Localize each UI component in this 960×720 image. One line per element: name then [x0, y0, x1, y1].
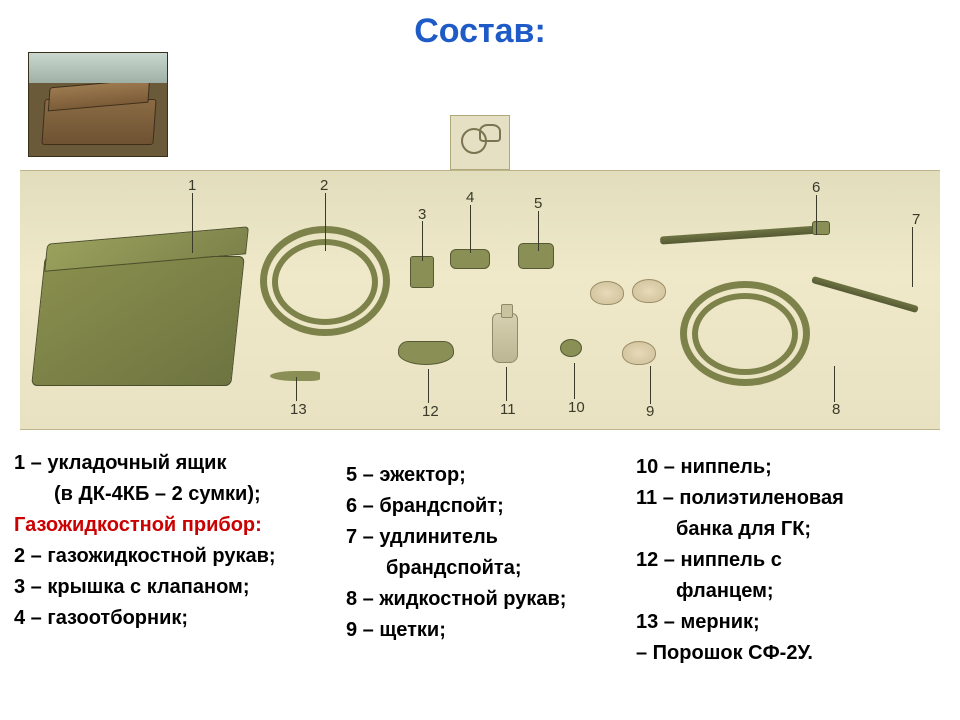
diagram-label-13: 13 [290, 401, 307, 418]
legend-10: 10 – ниппель; [636, 456, 772, 478]
diagram-label-7: 7 [912, 211, 920, 228]
part-hose-8b [692, 293, 798, 375]
legend-1: 1 – укладочный ящик [14, 452, 226, 474]
leader-line [192, 193, 193, 253]
diagram-label-5: 5 [534, 195, 542, 212]
leader-line [470, 205, 471, 253]
legend-14: – Порошок СФ-2У. [636, 642, 813, 664]
part-brush-9a [590, 281, 624, 305]
legend-7: 7 – удлинитель [346, 526, 498, 548]
diagram-label-6: 6 [812, 179, 820, 196]
diagram-label-10: 10 [568, 399, 585, 416]
leader-line [296, 377, 297, 401]
legend-col-2: 5 – эжектор; 6 – брандспойт; 7 – удлинит… [346, 460, 626, 646]
legend-8: 8 – жидкостной рукав; [346, 588, 566, 610]
leader-line [428, 369, 429, 403]
page-title: Состав: [0, 12, 960, 51]
legend-col-1: 1 – укладочный ящик (в ДК-4КБ – 2 сумки)… [14, 448, 334, 634]
leader-line [538, 211, 539, 251]
leader-line [325, 193, 326, 251]
legend-9: 9 – щетки; [346, 619, 446, 641]
part-10 [560, 339, 582, 357]
legend-5: 5 – эжектор; [346, 464, 466, 486]
legend-11: 11 – полиэтиленовая [636, 487, 844, 509]
legend-6: 6 – брандспойт; [346, 495, 504, 517]
part-crate [31, 256, 245, 386]
legend-1b: (в ДК-4КБ – 2 сумки); [14, 479, 261, 510]
diagram-label-9: 9 [646, 403, 654, 420]
part-hose-2b [272, 239, 378, 325]
leader-line [506, 367, 507, 401]
part-7 [811, 276, 919, 313]
legend-heading-red: Газожидкостной прибор: [14, 514, 262, 536]
diagram-label-4: 4 [466, 189, 474, 206]
leader-line [834, 366, 835, 402]
diagram-label-1: 1 [188, 177, 196, 194]
diagram-label-8: 8 [832, 401, 840, 418]
legend-7b: брандспойта; [346, 553, 522, 584]
leader-line [574, 363, 575, 399]
leader-line [422, 221, 423, 261]
part-6-nozzle [812, 221, 830, 235]
part-13 [270, 371, 320, 381]
legend-col-3: 10 – ниппель; 11 – полиэтиленовая банка … [636, 452, 946, 669]
inset-detail [450, 115, 510, 170]
part-5 [518, 243, 554, 269]
leader-line [650, 366, 651, 404]
legend-2: 2 – газожидкостной рукав; [14, 545, 276, 567]
legend-3: 3 – крышка с клапаном; [14, 576, 249, 598]
legend-4: 4 – газоотборник; [14, 607, 188, 629]
diagram-label-12: 12 [422, 403, 439, 420]
legend-12b: фланцем; [636, 576, 774, 607]
legend-12: 12 – ниппель с [636, 549, 782, 571]
legend-13: 13 – мерник; [636, 611, 760, 633]
components-diagram: 12345678910111213 [20, 170, 940, 430]
part-6 [660, 225, 820, 244]
part-brush-9b [632, 279, 666, 303]
legend-11b: банка для ГК; [636, 514, 811, 545]
part-11 [492, 313, 518, 363]
part-12 [398, 341, 454, 365]
diagram-label-2: 2 [320, 177, 328, 194]
leader-line [912, 227, 913, 287]
leader-line [816, 195, 817, 235]
diagram-label-11: 11 [500, 401, 516, 418]
inset-photo-bag [28, 52, 168, 157]
part-brush-9c [622, 341, 656, 365]
